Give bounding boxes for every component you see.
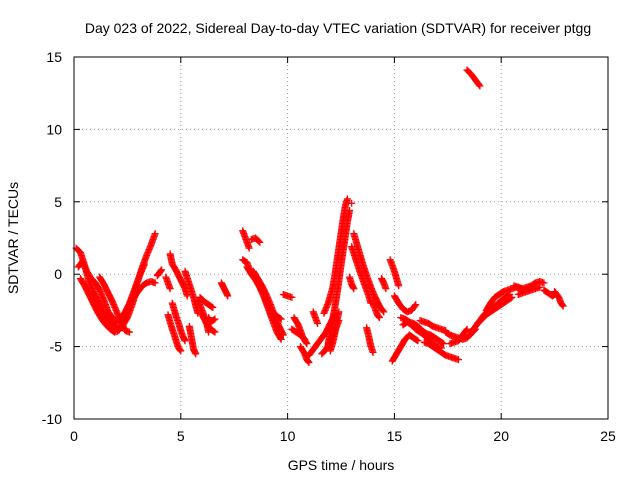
data-point <box>279 331 287 339</box>
data-point <box>151 230 159 238</box>
data-point <box>350 285 358 293</box>
x-tick-label: 20 <box>493 428 509 444</box>
data-point <box>208 303 216 311</box>
data-point <box>476 82 484 90</box>
data-point <box>380 308 388 316</box>
y-tick-label: 10 <box>46 121 62 137</box>
data-point <box>277 315 285 323</box>
y-axis-label: SDTVAR / TECUs <box>5 182 21 294</box>
data-point <box>382 285 390 293</box>
data-point <box>379 307 387 315</box>
data-point <box>536 283 544 291</box>
grid <box>74 57 608 419</box>
data-points <box>72 66 567 367</box>
data-point <box>211 315 219 323</box>
x-tick-label: 15 <box>387 428 403 444</box>
data-point <box>256 238 264 246</box>
data-point <box>540 279 548 287</box>
data-point <box>462 326 470 334</box>
data-point <box>210 327 218 335</box>
data-point <box>375 314 383 322</box>
data-point <box>288 293 296 301</box>
data-point <box>559 302 567 310</box>
data-point <box>166 285 174 293</box>
data-point <box>211 328 219 336</box>
data-point <box>412 301 420 309</box>
data-point <box>304 358 312 366</box>
data-point <box>507 294 515 302</box>
data-point <box>305 359 313 367</box>
x-tick-label: 5 <box>177 428 185 444</box>
data-point <box>192 350 200 358</box>
x-tick-label: 0 <box>70 428 78 444</box>
data-point <box>181 337 189 345</box>
data-point <box>277 335 285 343</box>
data-point <box>414 337 422 345</box>
data-point <box>508 293 516 301</box>
y-tick-label: 5 <box>54 194 62 210</box>
data-point <box>375 313 383 321</box>
axis-ticks <box>73 56 609 420</box>
data-point <box>245 244 253 252</box>
data-point <box>475 81 483 89</box>
data-point <box>210 316 218 324</box>
data-point <box>395 282 403 290</box>
data-point <box>302 338 310 346</box>
data-point <box>411 302 419 310</box>
data-point <box>177 347 185 355</box>
data-point <box>335 308 343 316</box>
y-tick-label: 15 <box>46 49 62 65</box>
data-point <box>558 301 566 309</box>
data-point <box>209 304 217 312</box>
data-point <box>224 292 232 300</box>
data-point <box>413 336 421 344</box>
y-tick-labels: -10 -5 0 5 10 15 <box>42 49 62 427</box>
data-point <box>183 292 191 300</box>
y-tick-label: -5 <box>50 339 63 355</box>
data-point <box>314 319 322 327</box>
data-point <box>276 314 284 322</box>
data-point <box>369 348 377 356</box>
data-point <box>176 346 184 354</box>
data-point <box>157 267 165 275</box>
x-tick-labels: 0 5 10 15 20 25 <box>70 428 616 444</box>
x-tick-label: 10 <box>280 428 296 444</box>
data-point <box>348 199 356 207</box>
data-point <box>271 318 279 326</box>
data-point <box>158 266 166 274</box>
x-axis-label: GPS time / hours <box>288 457 395 473</box>
plot-border <box>73 56 609 420</box>
data-point <box>440 340 448 348</box>
data-point <box>343 195 351 203</box>
y-tick-label: 0 <box>54 266 62 282</box>
y-tick-label: -10 <box>42 411 62 427</box>
data-point <box>438 339 446 347</box>
data-point <box>255 237 263 245</box>
chart-title: Day 023 of 2022, Sidereal Day-to-day VTE… <box>85 20 591 36</box>
data-point <box>463 325 471 333</box>
x-tick-label: 25 <box>600 428 616 444</box>
data-point <box>140 260 148 268</box>
data-point <box>346 206 354 214</box>
data-point <box>454 356 462 364</box>
data-point <box>126 328 134 336</box>
data-point <box>151 279 159 287</box>
data-point <box>303 340 311 348</box>
